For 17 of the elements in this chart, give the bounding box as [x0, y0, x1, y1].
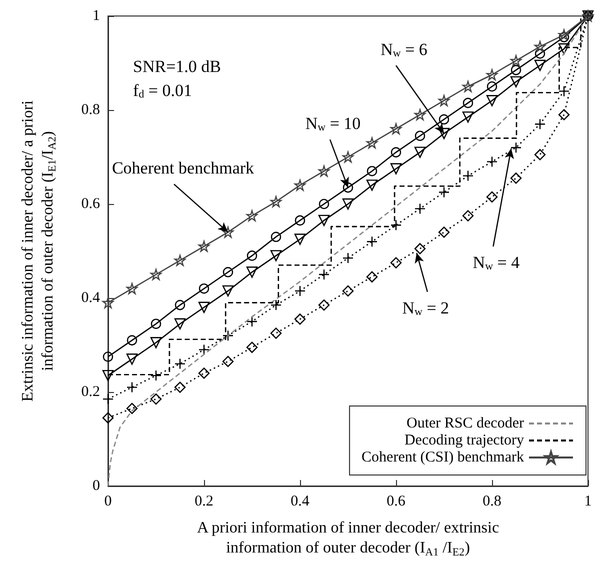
x-tick-label: 0.6: [386, 494, 406, 510]
annotation: SNR=1.0 dB: [133, 57, 221, 76]
y-tick-label: 0.6: [81, 196, 100, 212]
y-tick-label: 0: [92, 478, 100, 494]
x-tick-label: 0.4: [290, 494, 310, 510]
legend-label: Outer RSC decoder: [406, 416, 524, 432]
x-tick-label: 0.8: [482, 494, 502, 510]
y-tick-label: 0.2: [81, 384, 100, 400]
legend-label: Coherent (CSI) benchmark: [362, 450, 524, 466]
x-tick-label: 0.2: [194, 494, 214, 510]
y-tick-label: 1: [92, 8, 100, 24]
annotation: Coherent benchmark: [112, 158, 255, 178]
x-tick-label: 1: [584, 494, 592, 510]
y-tick-label: 0.8: [81, 102, 100, 118]
x-tick-label: 0: [104, 494, 112, 510]
y-tick-label: 0.4: [81, 290, 100, 306]
legend-label: Decoding trajectory: [404, 432, 524, 448]
